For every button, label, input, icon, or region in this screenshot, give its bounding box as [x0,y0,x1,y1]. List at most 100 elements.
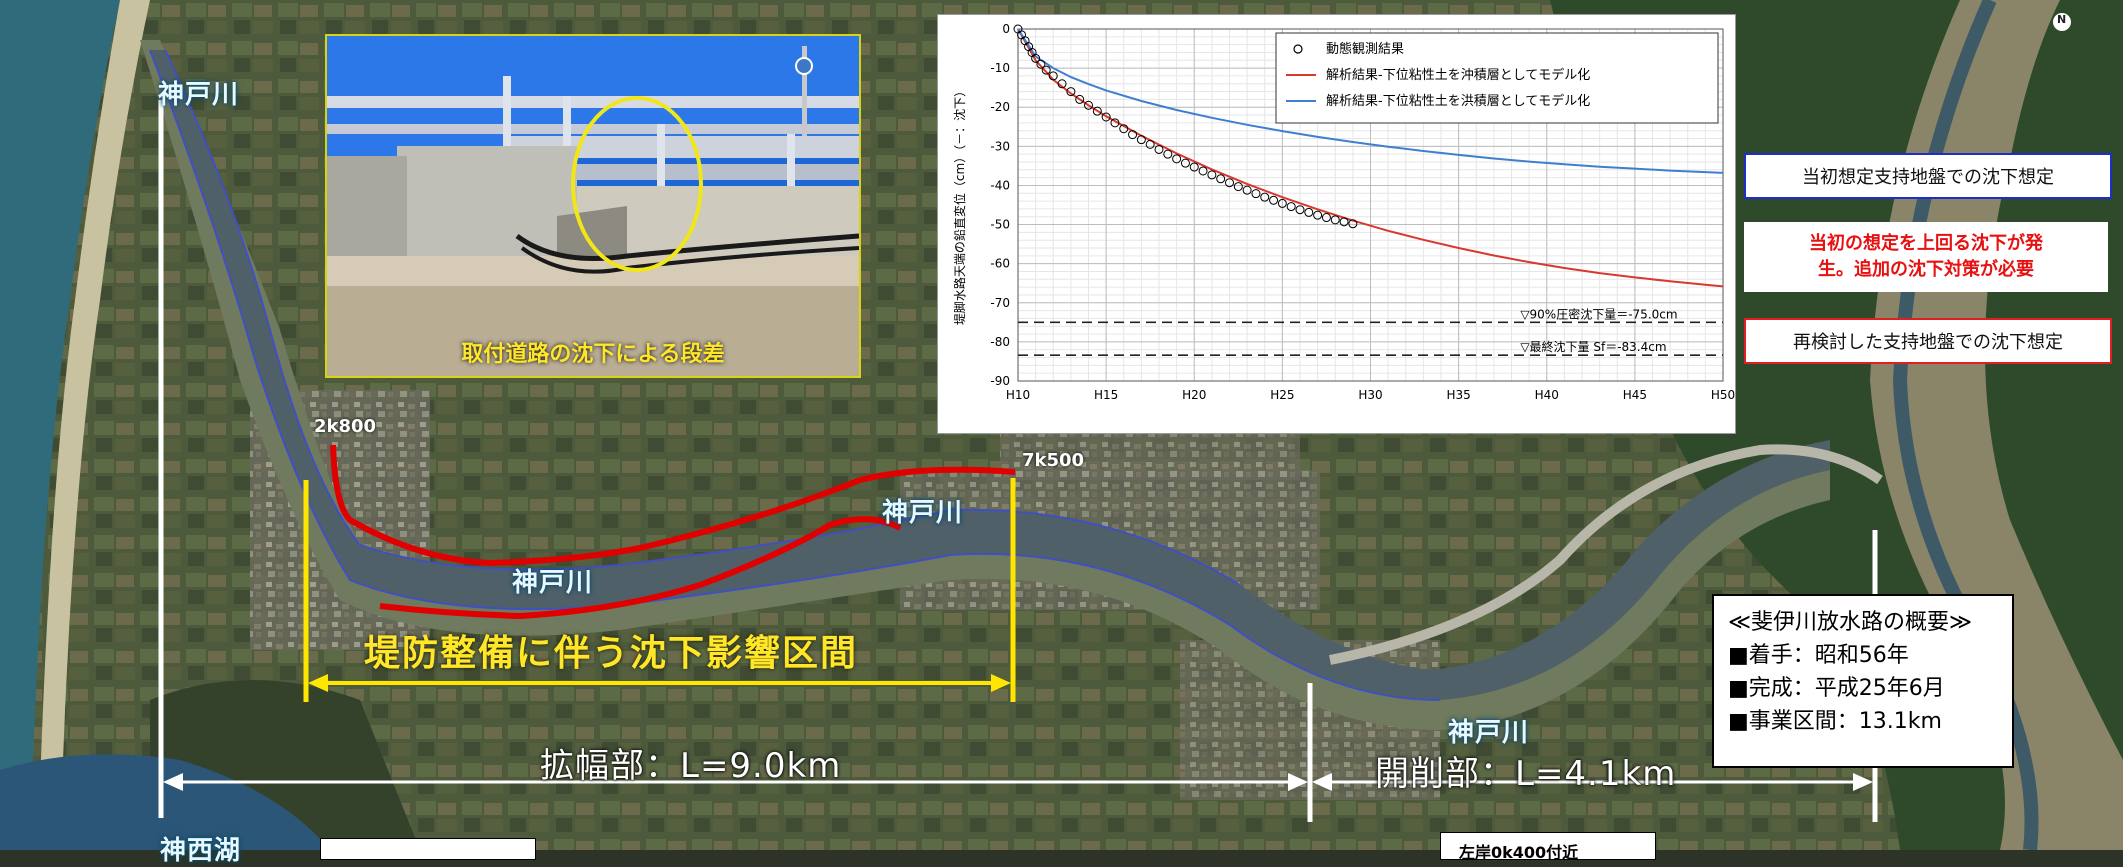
y-tick-label: -70 [990,296,1010,310]
data-point [1110,118,1120,128]
sea [0,0,120,850]
y-tick-label: -80 [990,335,1010,349]
x-tick-label: H45 [1623,388,1647,402]
data-point [1286,202,1296,212]
widening-arrow-left [163,773,183,791]
x-tick-label: H15 [1094,388,1118,402]
cutting-arrow-right [1853,773,1873,791]
reference-line-label: ▽最終沈下量 Sf＝-83.4cm [1520,339,1666,354]
legend-label: 動態観測結果 [1326,41,1404,57]
data-point [1048,71,1058,81]
x-tick-label: H25 [1270,388,1294,402]
photo-image [327,36,859,376]
km-post-start: 2k800 [314,416,377,437]
bottom-label-box [320,838,536,860]
zone-arrow-left [308,674,328,692]
revised-assumption-text: 再検討した支持地盤での沈下想定 [1793,332,2063,353]
zone-arrow-right [991,674,1011,692]
hii-river-bed [1870,0,2123,850]
data-point [1216,174,1226,184]
legend-box [1275,32,1719,124]
settlement-chart: 0 -10 -20 -30 -40 -50 -60 -70 -80 -90 H10 H15 H20 H25… [937,14,1736,434]
north-label: N [2057,13,2067,26]
data-point [1321,213,1331,223]
data-point [1101,112,1111,122]
data-point [1128,130,1138,140]
bottom-location-box: 左岸0k400付近 [1440,832,1656,860]
data-point [1057,79,1067,89]
overview-title: ≪斐伊川放水路の概要≫ [1728,610,1973,635]
river-label-kando: 神戸川 [882,498,964,528]
settlement-zone-label: 堤防整備に伴う沈下影響区間 [364,633,859,674]
data-point [1198,166,1208,176]
cutting-arrow-left [1312,773,1332,791]
x-tick-label: H40 [1535,388,1559,402]
legend-label: 解析結果-下位粘性土を洪積層としてモデル化 [1326,93,1590,109]
data-point [1207,170,1217,180]
y-tick-label: -40 [990,178,1010,192]
data-point [1154,144,1164,154]
x-tick-label: H10 [1006,388,1030,402]
y-tick-label: -60 [990,257,1010,271]
warning-callout: 当初の想定を上回る沈下が発 生。追加の沈下対策が必要 [1744,222,2108,292]
project-overview-box: ≪斐伊川放水路の概要≫ ■着手：昭和56年 ■完成：平成25年6月 ■事業区間：… [1712,594,2014,768]
y-tick-label: -10 [990,61,1010,75]
data-point [1225,178,1234,188]
legend-marker [1293,44,1303,54]
photo-caption: 取付道路の沈下による段差 [461,342,725,367]
river-label-kando: 神戸川 [158,80,240,110]
data-point [1066,87,1076,97]
embankment-line-upper [330,444,1016,567]
warning-text-line2: 生。追加の沈下対策が必要 [1818,259,2034,280]
data-point [1041,65,1051,75]
data-point [1092,106,1102,116]
plot-frame [1017,28,1724,382]
y-tick-label: -20 [990,100,1010,114]
y-tick-label: 0 [1002,22,1010,36]
lake-label: 神西湖 [160,836,242,866]
data-point [1163,149,1173,159]
data-point [1269,195,1279,205]
legend-label: 解析結果-下位粘性土を沖積層としてモデル化 [1326,67,1590,83]
km-post-end: 7k500 [1022,450,1085,471]
data-point [1277,198,1287,208]
data-point [1339,217,1349,227]
overview-item: ■事業区間：13.1km [1728,709,1942,734]
photo-inset: 取付道路の沈下による段差 [325,34,861,378]
data-point [1145,139,1155,149]
data-point [1172,154,1182,164]
widening-length-label: 拡幅部：L=9.0km [540,746,842,786]
channel-outline [164,49,1241,586]
embankment-line-lower [379,516,902,620]
data-point [1313,210,1323,220]
series-line [1017,28,1724,174]
data-point [1036,59,1046,69]
revised-assumption-callout: 再検討した支持地盤での沈下想定 [1744,318,2112,364]
data-point [1075,94,1085,104]
data-point [1189,162,1199,172]
data-point [1180,158,1190,168]
data-point [1330,215,1340,225]
y-tick-label: -90 [990,374,1010,388]
initial-assumption-callout: 当初想定支持地盤での沈下想定 [1744,153,2112,199]
series-line [1017,28,1724,288]
x-tick-label: H35 [1446,388,1470,402]
beach [38,0,150,850]
data-point [1295,205,1305,215]
data-point [1251,189,1261,199]
data-point [1242,185,1252,195]
widening-arrow-right [1288,773,1308,791]
lake-jinzai [0,754,330,850]
data-point [1233,182,1243,192]
data-point [1136,135,1146,145]
bottom-location-text: 左岸0k400付近 [1459,843,1579,860]
x-tick-label: H20 [1182,388,1206,402]
warning-text-line1: 当初の想定を上回る沈下が発 [1809,233,2043,254]
reference-line-label: ▽90%圧密沈下量＝-75.0cm [1520,306,1677,321]
data-point [1084,100,1093,110]
overview-item: ■着手：昭和56年 [1728,643,1909,668]
y-axis-label: 堤脚水路天端の鉛直変位（cm）（－：沈下） [952,85,967,325]
north-arrow-icon [2053,13,2071,31]
data-point [1304,207,1314,217]
